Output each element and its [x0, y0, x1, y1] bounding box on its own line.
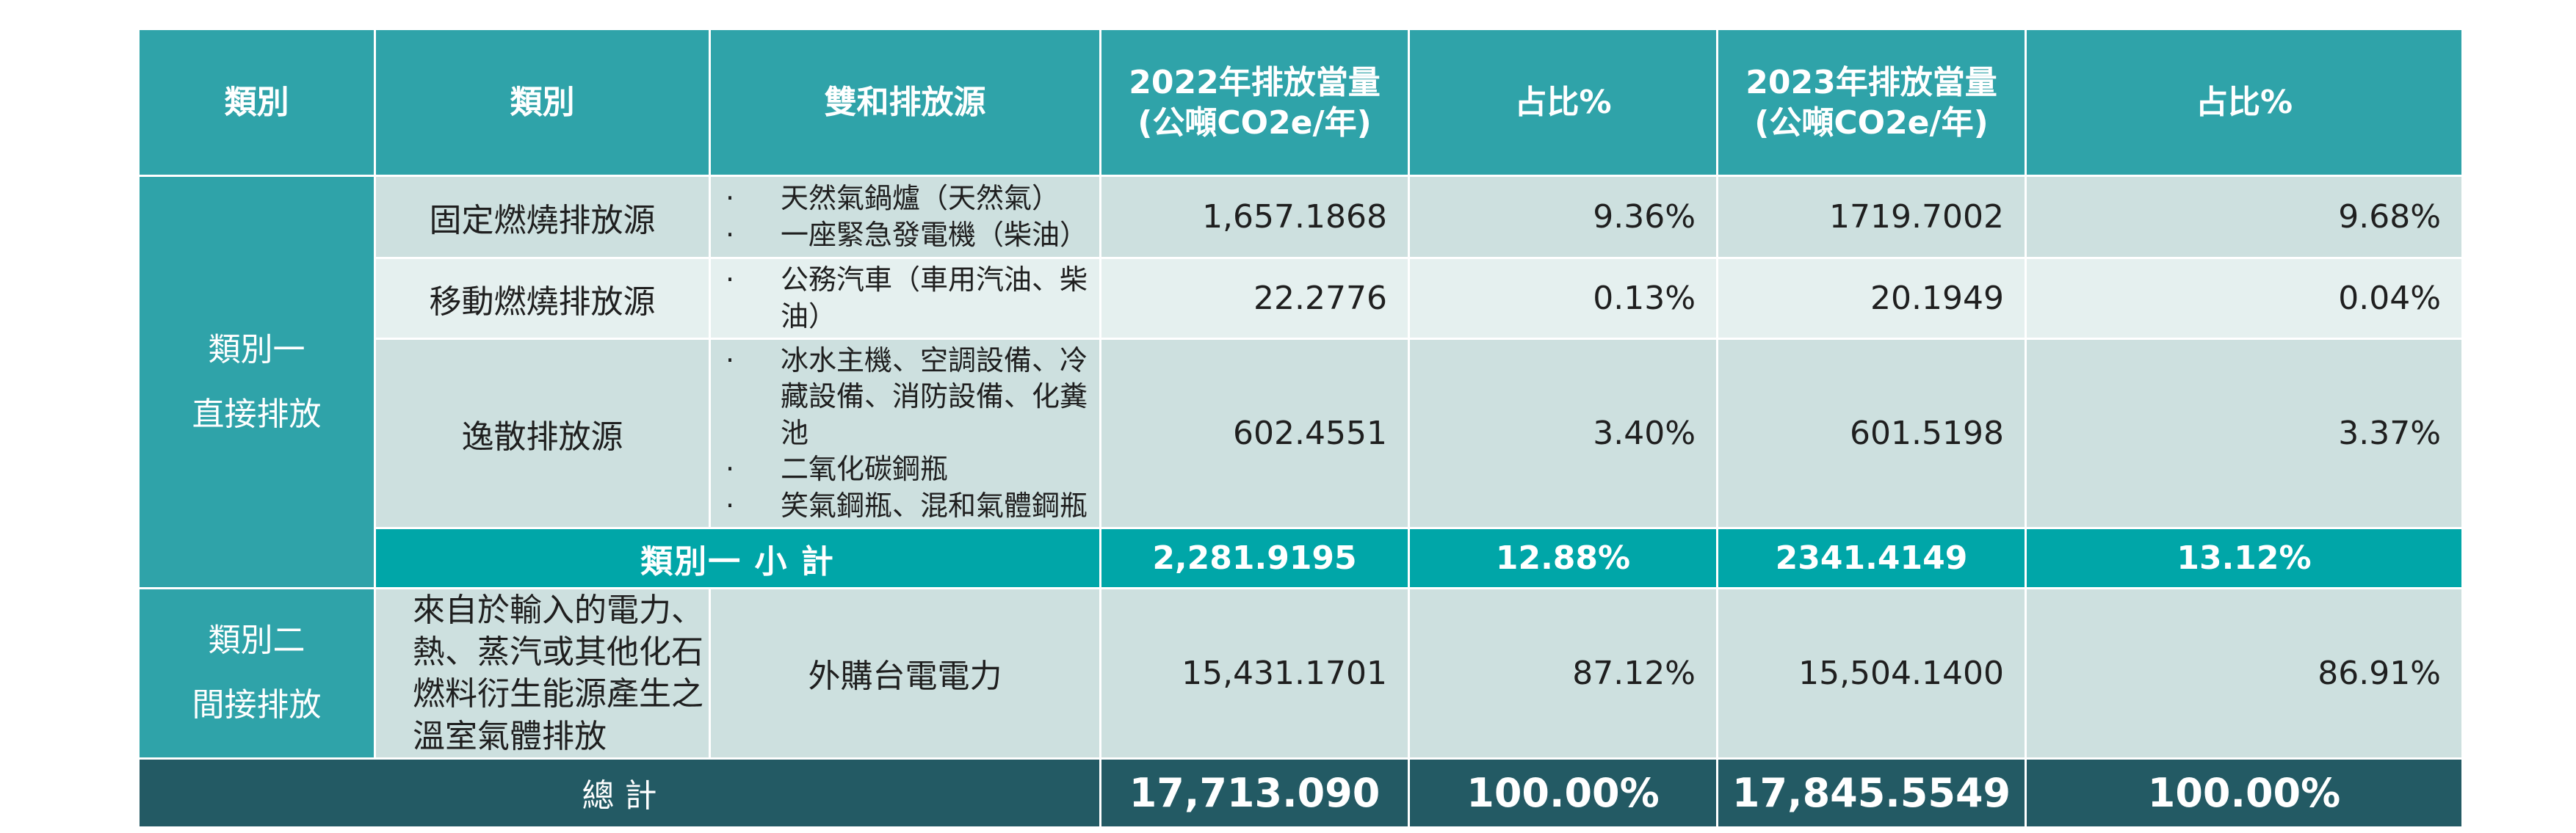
fugitive-type: 逸散排放源 — [374, 338, 711, 529]
fugitive-2022-emissions: 602.4551 — [1099, 338, 1410, 529]
subtotal-row: 類別一 小 計 2,281.9195 12.88% 2341.4149 13.1… — [139, 527, 2464, 589]
table-row: 類別二 間接排放 來自於輸入的電力、熱、蒸汽或其他化石燃料衍生能源產生之溫室氣體… — [137, 587, 2464, 760]
header-2023-emissions: 2023年排放當量 (公噸CO2e/年) — [1716, 28, 2027, 177]
header-2022-line2: (公噸CO2e/年) — [1137, 103, 1372, 142]
header-2022-line1: 2022年排放當量 — [1129, 63, 1381, 101]
total-label: 總 計 — [137, 757, 1101, 829]
header-2022-share: 占比% — [1408, 28, 1718, 177]
total-2022-emissions: 17,713.090 — [1099, 757, 1410, 829]
subtotal-2023-share: 13.12% — [2025, 527, 2464, 589]
list-item: · 一座緊急發電機（柴油） — [726, 218, 1088, 251]
mobile-combustion-type: 移動燃燒排放源 — [374, 257, 711, 340]
mobile-2022-emissions: 22.2776 — [1099, 257, 1410, 340]
header-row: 類別 類別 雙和排放源 2022年排放當量 (公噸CO2e/年) 占比% 202… — [137, 28, 2464, 177]
header-emission-source: 雙和排放源 — [709, 28, 1101, 177]
category2-line1: 類別二 — [208, 622, 305, 660]
total-row: 總 計 17,713.090 100.00% 17,845.5549 100.0… — [137, 757, 2464, 829]
category2-type: 來自於輸入的電力、熱、蒸汽或其他化石燃料衍生能源產生之溫室氣體排放 — [374, 587, 711, 760]
fixed-2023-share: 9.68% — [2025, 175, 2464, 259]
header-2023-line1: 2023年排放當量 — [1745, 63, 1997, 101]
category1-label: 類別一 直接排放 — [137, 175, 376, 589]
fugitive-2022-share: 3.40% — [1408, 338, 1718, 529]
header-category: 類別 — [137, 28, 376, 177]
list-item: · 冰水主機、空調設備、冷藏設備、消防設備、化糞池 — [726, 344, 1088, 449]
fugitive-2023-share: 3.37% — [2025, 338, 2464, 529]
mobile-2022-share: 0.13% — [1408, 257, 1718, 340]
fixed-2022-emissions: 1,657.1868 — [1099, 175, 1410, 259]
total-2023-emissions: 17,845.5549 — [1716, 757, 2027, 829]
header-2023-share: 占比% — [2025, 28, 2464, 177]
total-2022-share: 100.00% — [1408, 757, 1718, 829]
fugitive-2023-emissions: 601.5198 — [1716, 338, 2027, 529]
fixed-2022-share: 9.36% — [1408, 175, 1718, 259]
header-2023-line2: (公噸CO2e/年) — [1754, 103, 1989, 142]
table-row: 逸散排放源 · 冰水主機、空調設備、冷藏設備、消防設備、化糞池 · 二氧化碳鋼瓶 ·… — [139, 338, 2464, 529]
header-subcategory: 類別 — [374, 28, 711, 177]
subtotal-label: 類別一 小 計 — [374, 527, 1101, 589]
category1-line2: 直接排放 — [192, 395, 322, 433]
header-2022-emissions: 2022年排放當量 (公噸CO2e/年) — [1099, 28, 1410, 177]
list-item: · 笑氣鋼瓶、混和氣體鋼瓶 — [726, 489, 1088, 522]
category2-2023-share: 86.91% — [2025, 587, 2464, 760]
list-item: · 公務汽車（車用汽油、柴油） — [726, 263, 1088, 332]
fixed-2023-emissions: 1719.7002 — [1716, 175, 2027, 259]
emissions-table: 類別 類別 雙和排放源 2022年排放當量 (公噸CO2e/年) 占比% 202… — [137, 28, 2464, 829]
mobile-combustion-sources: · 公務汽車（車用汽油、柴油） — [709, 257, 1101, 340]
fixed-combustion-sources: · 天然氣鍋爐（天然氣） · 一座緊急發電機（柴油） — [709, 175, 1101, 259]
category2-source: 外購台電電力 — [709, 587, 1101, 760]
mobile-2023-emissions: 20.1949 — [1716, 257, 2027, 340]
category1-line1: 類別一 — [208, 330, 305, 368]
table-row: 移動燃燒排放源 · 公務汽車（車用汽油、柴油） 22.2776 0.13% 20.… — [139, 257, 2464, 340]
category2-line2: 間接排放 — [192, 686, 322, 724]
subtotal-2023-emissions: 2341.4149 — [1716, 527, 2027, 589]
subtotal-2022-share: 12.88% — [1408, 527, 1718, 589]
list-item: · 二氧化碳鋼瓶 — [726, 453, 949, 486]
fugitive-sources: · 冰水主機、空調設備、冷藏設備、消防設備、化糞池 · 二氧化碳鋼瓶 · 笑氣鋼瓶、混… — [709, 338, 1101, 529]
mobile-2023-share: 0.04% — [2025, 257, 2464, 340]
subtotal-2022-emissions: 2,281.9195 — [1099, 527, 1410, 589]
table-row: 類別一 直接排放 固定燃燒排放源 · 天然氣鍋爐（天然氣） · 一座緊急發電機（柴油… — [137, 175, 2464, 589]
category2-2022-share: 87.12% — [1408, 587, 1718, 760]
category2-label: 類別二 間接排放 — [137, 587, 376, 760]
category2-2022-emissions: 15,431.1701 — [1099, 587, 1410, 760]
category2-2023-emissions: 15,504.1400 — [1716, 587, 2027, 760]
fixed-combustion-type: 固定燃燒排放源 — [374, 175, 711, 259]
list-item: · 天然氣鍋爐（天然氣） — [726, 182, 1060, 215]
total-2023-share: 100.00% — [2025, 757, 2464, 829]
